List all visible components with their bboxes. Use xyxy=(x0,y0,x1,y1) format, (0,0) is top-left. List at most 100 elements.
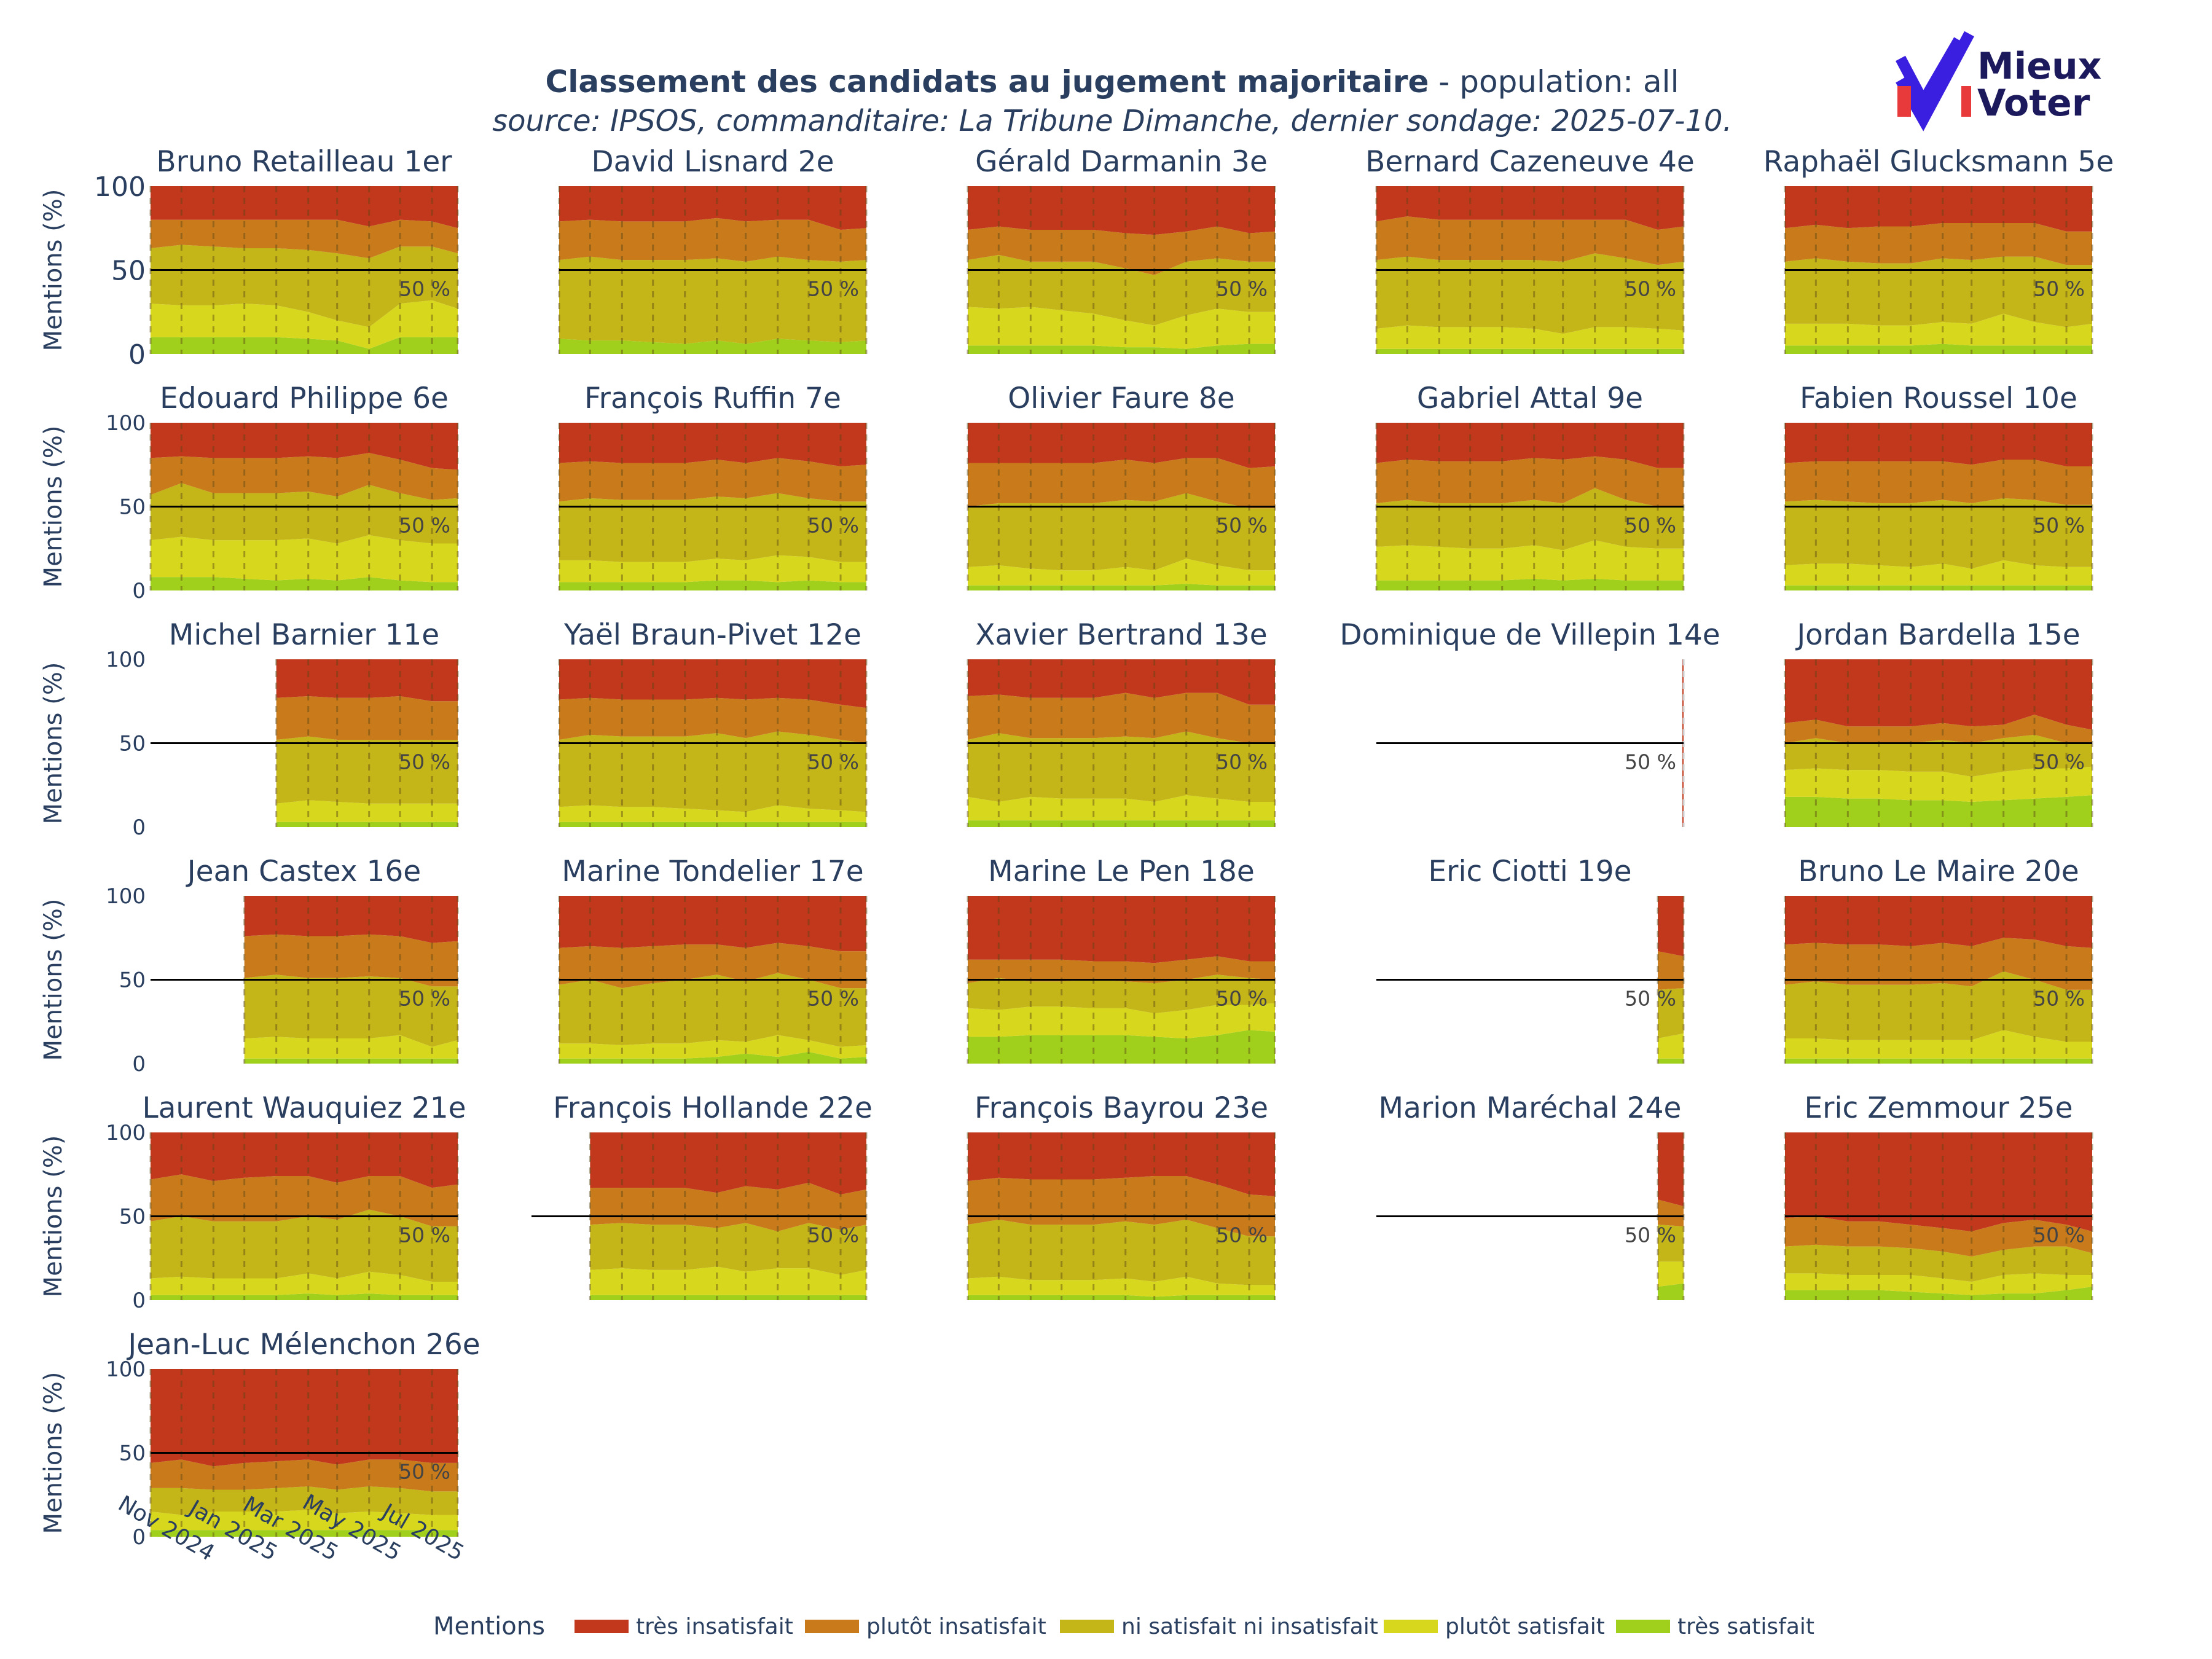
area-layer-plutot-satisfait xyxy=(559,805,866,822)
area-layer-plutot-satisfait xyxy=(151,300,458,349)
panel-marine-le-pen-18e: 50 % Marine Le Pen 18e xyxy=(967,855,1276,1064)
y-tick-label: 100 xyxy=(106,884,146,909)
area-layer-plutot-satisfait xyxy=(1785,766,2092,802)
median-50-label: 50 % xyxy=(807,277,859,301)
area-layer-plutot-satisfait xyxy=(151,1271,458,1295)
y-tick-label: 50 xyxy=(111,255,146,286)
area-layer-ni-satisfait-ni-insatisfait xyxy=(590,1223,866,1276)
legend: Mentions très insatisfait plutôt insatisf… xyxy=(433,1612,1814,1641)
y-tick-label: 50 xyxy=(119,968,146,993)
panel-title: Edouard Philippe 6e xyxy=(160,382,449,415)
area-layer-tres-satisfait xyxy=(559,1051,866,1064)
area-layer-tres-insatisfait xyxy=(968,423,1275,468)
panel-title: Olivier Faure 8e xyxy=(1008,382,1234,415)
area-layer-tres-insatisfait xyxy=(968,186,1275,235)
chart-title-bold: Classement des candidats au jugement maj… xyxy=(546,64,1429,100)
legend-item-ni-satisfait-ni-insatisfait: ni satisfait ni insatisfait xyxy=(1060,1614,1378,1639)
area-layer-plutot-satisfait xyxy=(968,559,1275,586)
median-50-label: 50 % xyxy=(1625,750,1676,774)
panel-olivier-faure-8e: 50 % Olivier Faure 8e xyxy=(967,382,1276,590)
panel-jean-luc-melenchon-26e: 50 % Jean-Luc Mélenchon 26e 0 50 100 Mentions… xyxy=(39,1328,480,1550)
panel-bruno-retailleau-1er: 50 % Bruno Retailleau 1er 0 50 100 Mentions (… xyxy=(39,145,459,371)
area-layer-plutot-satisfait xyxy=(1376,325,1684,349)
chart-title: Classement des candidats au jugement maj… xyxy=(546,64,1679,100)
area-layer-tres-satisfait xyxy=(1376,348,1684,354)
area-layer-tres-satisfait xyxy=(968,820,1275,827)
area-layer-tres-satisfait xyxy=(1785,795,2092,827)
area-layer-tres-insatisfait xyxy=(1658,1132,1684,1207)
area-layer-plutot-insatisfait xyxy=(968,956,1275,983)
area-layer-ni-satisfait-ni-insatisfait xyxy=(968,254,1275,326)
area-layer-ni-satisfait-ni-insatisfait xyxy=(968,493,1275,571)
area-layer-tres-satisfait xyxy=(1785,343,2092,354)
area-layer-tres-insatisfait xyxy=(151,1369,458,1467)
median-50-label: 50 % xyxy=(807,987,859,1011)
panel-title: Jean Castex 16e xyxy=(186,855,421,888)
area-layer-plutot-satisfait xyxy=(559,555,866,582)
area-layer-plutot-insatisfait xyxy=(559,458,866,502)
area-layer-tres-satisfait xyxy=(590,1295,866,1300)
median-50-label: 50 % xyxy=(399,277,450,301)
panel-eric-ciotti-19e: 50 % Eric Ciotti 19e xyxy=(1376,855,1685,1064)
area-layer-plutot-insatisfait xyxy=(151,219,458,259)
area-layer-plutot-satisfait xyxy=(244,1035,458,1059)
area-layer-ni-satisfait-ni-insatisfait xyxy=(151,245,458,327)
area-layer-plutot-insatisfait xyxy=(559,697,866,743)
panel-dominique-de-villepin-14e: 50 % Dominique de Villepin 14e xyxy=(1339,618,1720,827)
area-layer-plutot-insatisfait xyxy=(559,218,866,262)
area-layer-ni-satisfait-ni-insatisfait xyxy=(1785,971,2092,1042)
area-layer-plutot-satisfait xyxy=(276,800,458,822)
panel-title: François Ruffin 7e xyxy=(584,382,841,415)
area-layer-plutot-insatisfait xyxy=(1785,460,2092,505)
panel-title: Marion Maréchal 24e xyxy=(1379,1091,1682,1125)
median-50-label: 50 % xyxy=(399,750,450,774)
area-layer-tres-satisfait xyxy=(1785,1287,2092,1300)
panel-david-lisnard-2e: 50 % David Lisnard 2e xyxy=(558,145,868,354)
area-layer-ni-satisfait-ni-insatisfait xyxy=(1785,498,2092,569)
area-layer-ni-satisfait-ni-insatisfait xyxy=(1785,256,2092,327)
area-layer-ni-satisfait-ni-insatisfait xyxy=(968,1219,1275,1285)
median-50-label: 50 % xyxy=(2033,987,2085,1011)
median-50-label: 50 % xyxy=(2033,1223,2085,1247)
median-50-label: 50 % xyxy=(1625,277,1676,301)
area-layer-plutot-satisfait xyxy=(1658,1033,1684,1059)
median-50-label: 50 % xyxy=(1216,277,1268,301)
area-layer-plutot-insatisfait xyxy=(151,1459,458,1492)
panel-francois-ruffin-7e: 50 % François Ruffin 7e xyxy=(558,382,868,590)
y-axis-label: Mentions (%) xyxy=(39,662,68,825)
panel-title: Bernard Cazeneuve 4e xyxy=(1365,145,1695,179)
area-layer-tres-satisfait xyxy=(1785,1058,2092,1064)
y-tick-label: 50 xyxy=(119,1441,146,1466)
panel-marine-tondelier-17e: 50 % Marine Tondelier 17e xyxy=(558,855,868,1064)
area-layer-tres-insatisfait xyxy=(244,896,458,943)
area-layer-plutot-insatisfait xyxy=(1785,223,2092,265)
panel-bruno-le-maire-20e: 50 % Bruno Le Maire 20e xyxy=(1784,855,2093,1064)
legend-swatch xyxy=(1060,1620,1114,1633)
area-layer-tres-satisfait xyxy=(151,337,458,354)
legend-title: Mentions xyxy=(433,1612,545,1641)
median-50-label: 50 % xyxy=(1216,514,1268,538)
area-layer-tres-insatisfait xyxy=(968,896,1275,963)
median-50-label: 50 % xyxy=(399,987,450,1011)
area-layer-ni-satisfait-ni-insatisfait xyxy=(276,736,458,804)
mieux-voter-logo: Mieux Voter xyxy=(1896,31,2101,131)
panel-bernard-cazeneuve-4e: 50 % Bernard Cazeneuve 4e xyxy=(1365,145,1695,354)
panel-fabien-roussel-10e: 50 % Fabien Roussel 10e xyxy=(1784,382,2093,590)
panel-raphael-glucksmann-5e: 50 % Raphaël Glucksmann 5e xyxy=(1763,145,2114,354)
panel-title: Michel Barnier 11e xyxy=(169,618,439,652)
area-layer-ni-satisfait-ni-insatisfait xyxy=(151,1209,458,1282)
legend-label: plutôt insatisfait xyxy=(866,1614,1046,1639)
area-layer-plutot-insatisfait xyxy=(151,1174,458,1226)
area-layer-tres-insatisfait xyxy=(559,659,866,708)
area-layer-tres-insatisfait xyxy=(1658,896,1684,957)
area-layer-plutot-insatisfait xyxy=(1376,216,1684,265)
area-layer-tres-satisfait xyxy=(1376,578,1684,590)
logo-text-line1: Mieux xyxy=(1977,45,2101,88)
legend-item-tres-insatisfait: très insatisfait xyxy=(575,1614,793,1639)
area-layer-ni-satisfait-ni-insatisfait xyxy=(968,975,1275,1014)
median-50-label: 50 % xyxy=(399,1460,450,1484)
checkmark-logo-icon xyxy=(1896,31,1974,131)
y-tick-label: 50 xyxy=(119,732,146,756)
area-layer-plutot-insatisfait xyxy=(968,458,1275,509)
area-layer-ni-satisfait-ni-insatisfait xyxy=(1785,1244,2092,1282)
